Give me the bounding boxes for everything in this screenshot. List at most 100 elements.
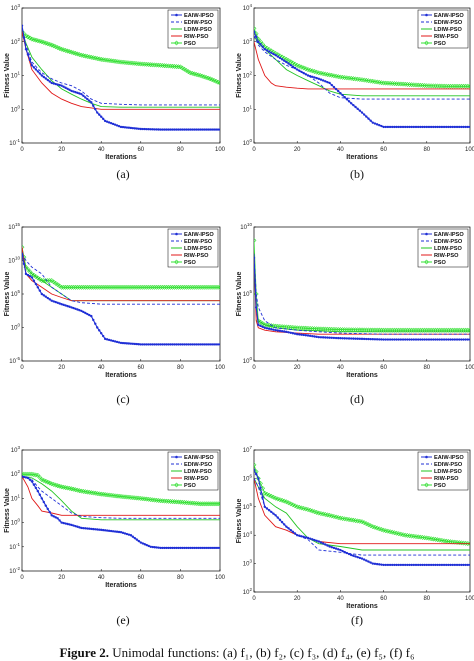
x-tick-label: 0 — [252, 596, 256, 602]
series-point-eaiw-ipso — [193, 343, 196, 346]
series-point-eaiw-ipso — [391, 338, 394, 341]
y-tick-label: 100 — [11, 518, 21, 527]
x-tick-label: 40 — [98, 575, 105, 581]
series-point-eaiw-ipso — [197, 128, 200, 131]
series-point-eaiw-ipso — [113, 123, 117, 126]
series-point-pso — [437, 83, 443, 89]
series-point-eaiw-ipso — [143, 543, 146, 546]
series-point-eaiw-ipso — [332, 546, 336, 550]
series-point-eaiw-ipso — [315, 539, 318, 542]
series-point-eaiw-ipso — [70, 306, 73, 309]
series-point-eaiw-ipso — [378, 338, 381, 341]
series-point-eaiw-ipso — [94, 528, 97, 531]
series-point-eaiw-ipso — [159, 128, 162, 131]
series-point-eaiw-ipso — [423, 338, 426, 341]
series-point-pso — [162, 63, 167, 69]
series-point-eaiw-ipso — [458, 338, 461, 341]
y-tick-label: 100 — [11, 104, 21, 113]
series-point-eaiw-ipso — [451, 563, 454, 567]
series-point-pso — [359, 519, 365, 525]
series-group — [22, 24, 220, 131]
panel-label: (d) — [350, 392, 364, 406]
series-point-eaiw-ipso — [94, 107, 97, 111]
series-point-eaiw-ipso — [179, 343, 182, 346]
series-point-pso — [130, 60, 136, 66]
series-line-ediw-pso — [22, 28, 220, 106]
series-point-eaiw-ipso — [391, 563, 394, 567]
series-point-eaiw-ipso — [404, 563, 407, 567]
series-point-eaiw-ipso — [410, 125, 413, 129]
series-point-eaiw-ipso — [328, 81, 331, 85]
series-point-pso — [61, 284, 67, 290]
figure-caption: Figure 2. Unimodal functions: (a) f₁, (b… — [0, 645, 474, 661]
series-point-pso — [94, 284, 100, 290]
legend-label: RIW-PSO — [184, 253, 209, 259]
series-point-eaiw-ipso — [208, 546, 212, 550]
series-point-eaiw-ipso — [52, 515, 55, 518]
series-point-eaiw-ipso — [311, 75, 314, 79]
series-point-eaiw-ipso — [36, 489, 40, 493]
series-point-eaiw-ipso — [153, 343, 156, 346]
series-point-pso — [120, 59, 126, 65]
series-point-pso — [75, 284, 80, 290]
series-point-pso — [465, 83, 470, 89]
series-point-eaiw-ipso — [267, 50, 271, 53]
series-point-eaiw-ipso — [22, 262, 26, 266]
series-point-pso — [187, 284, 193, 290]
panel-label: (e) — [116, 613, 129, 627]
series-point-eaiw-ipso — [427, 563, 431, 567]
series-point-eaiw-ipso — [425, 125, 428, 129]
series-point-eaiw-ipso — [306, 74, 310, 77]
series-point-pso — [199, 501, 205, 507]
series-point-eaiw-ipso — [100, 331, 103, 335]
series-point-eaiw-ipso — [388, 563, 392, 567]
series-point-eaiw-ipso — [412, 563, 416, 567]
series-point-pso — [454, 83, 460, 89]
series-point-eaiw-ipso — [147, 128, 150, 131]
series-point-eaiw-ipso — [453, 563, 457, 567]
series-point-eaiw-ipso — [391, 125, 394, 129]
series-point-eaiw-ipso — [388, 338, 392, 341]
series-point-eaiw-ipso — [28, 275, 32, 278]
series-point-eaiw-ipso — [406, 563, 409, 567]
series-point-eaiw-ipso — [157, 128, 160, 131]
series-point-eaiw-ipso — [119, 341, 123, 345]
series-point-eaiw-ipso — [254, 472, 258, 476]
series-point-eaiw-ipso — [143, 343, 146, 346]
series-point-eaiw-ipso — [165, 128, 168, 131]
series-point-pso — [126, 494, 132, 500]
series-point-eaiw-ipso — [274, 514, 277, 517]
series-point-eaiw-ipso — [155, 343, 158, 346]
series-point-pso — [120, 284, 126, 290]
series-point-eaiw-ipso — [54, 82, 57, 86]
series-point-eaiw-ipso — [438, 338, 441, 341]
series-point-eaiw-ipso — [259, 486, 262, 490]
series-point-eaiw-ipso — [298, 333, 301, 336]
series-point-pso — [428, 83, 434, 89]
series-point-eaiw-ipso — [173, 343, 176, 346]
series-point-eaiw-ipso — [427, 338, 431, 341]
series-point-eaiw-ipso — [199, 128, 202, 131]
series-point-eaiw-ipso — [34, 282, 38, 286]
series-point-pso — [158, 62, 164, 68]
series-point-eaiw-ipso — [82, 526, 85, 530]
series-point-eaiw-ipso — [313, 538, 316, 542]
series-point-eaiw-ipso — [276, 516, 279, 519]
series-point-eaiw-ipso — [375, 562, 379, 566]
series-point-eaiw-ipso — [298, 69, 301, 72]
series-point-eaiw-ipso — [257, 477, 260, 480]
series-point-eaiw-ipso — [26, 53, 30, 56]
series-point-pso — [122, 494, 128, 500]
chart-panel-4: 0 20 40 60 80 100 100 105 1010 Iterations Fitness … — [236, 222, 474, 406]
series-point-eaiw-ipso — [466, 125, 470, 129]
series-point-pso — [128, 60, 134, 66]
series-point-eaiw-ipso — [177, 546, 180, 550]
series-point-eaiw-ipso — [300, 535, 303, 538]
x-tick-label: 20 — [58, 575, 65, 581]
series-point-eaiw-ipso — [365, 337, 368, 341]
series-point-pso — [150, 62, 156, 68]
series-point-eaiw-ipso — [169, 128, 172, 131]
series-point-eaiw-ipso — [200, 343, 204, 346]
series-point-eaiw-ipso — [218, 128, 220, 131]
series-point-pso — [170, 284, 175, 290]
